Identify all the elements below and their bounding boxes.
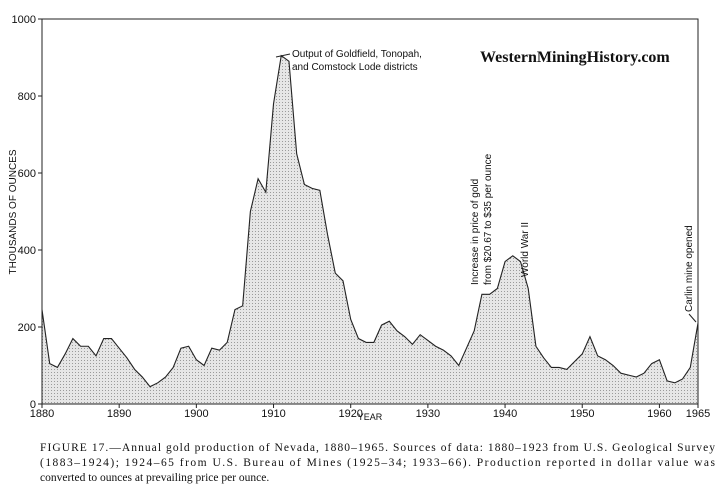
- leader-line: [688, 313, 697, 323]
- annotation: Carlin mine opened: [684, 225, 695, 312]
- x-tick-label: 1940: [493, 408, 517, 420]
- annotation: Increase in price of gold: [470, 179, 481, 285]
- watermark: WesternMiningHistory.com: [480, 49, 670, 66]
- y-tick-label: 600: [18, 168, 36, 180]
- x-tick-label: 1910: [261, 408, 285, 420]
- plot-frame: [41, 18, 699, 405]
- x-tick-label: 1890: [107, 408, 131, 420]
- leader-line: [275, 53, 291, 58]
- x-tick-label: 1900: [184, 408, 208, 420]
- y-tick-label: 400: [18, 245, 36, 257]
- y-tick-label: 0: [30, 399, 36, 411]
- x-tick-label: 1960: [647, 408, 671, 420]
- x-tick-label: 1880: [30, 408, 54, 420]
- x-tick-label: 1950: [570, 408, 594, 420]
- annotation: from $20.67 to $35 per ounce: [483, 153, 494, 285]
- caption-line: converted to ounces at prevailing price …: [40, 472, 269, 484]
- y-tick-label: 200: [18, 322, 36, 334]
- area-fill: [42, 55, 698, 404]
- annotation: World War II: [520, 222, 531, 277]
- x-tick-label: 1920: [338, 408, 362, 420]
- y-axis-label: THOUSANDS OF OUNCES: [8, 149, 19, 274]
- y-tick-label: 800: [18, 91, 36, 103]
- caption-line: (1883–1924); 1924–65 from U.S. Bureau of…: [40, 457, 716, 469]
- area-line: [41, 54, 699, 388]
- caption-line: FIGURE 17.—Annual gold production of Nev…: [40, 442, 715, 454]
- annotation: Output of Goldfield, Tonopah,: [292, 49, 422, 60]
- x-axis-label: YEAR: [358, 412, 383, 422]
- annotation: and Comstock Lode districts: [292, 62, 418, 73]
- y-tick-label: 1000: [12, 14, 36, 26]
- x-tick-label: 1965: [686, 408, 710, 420]
- x-tick-label: 1930: [416, 408, 440, 420]
